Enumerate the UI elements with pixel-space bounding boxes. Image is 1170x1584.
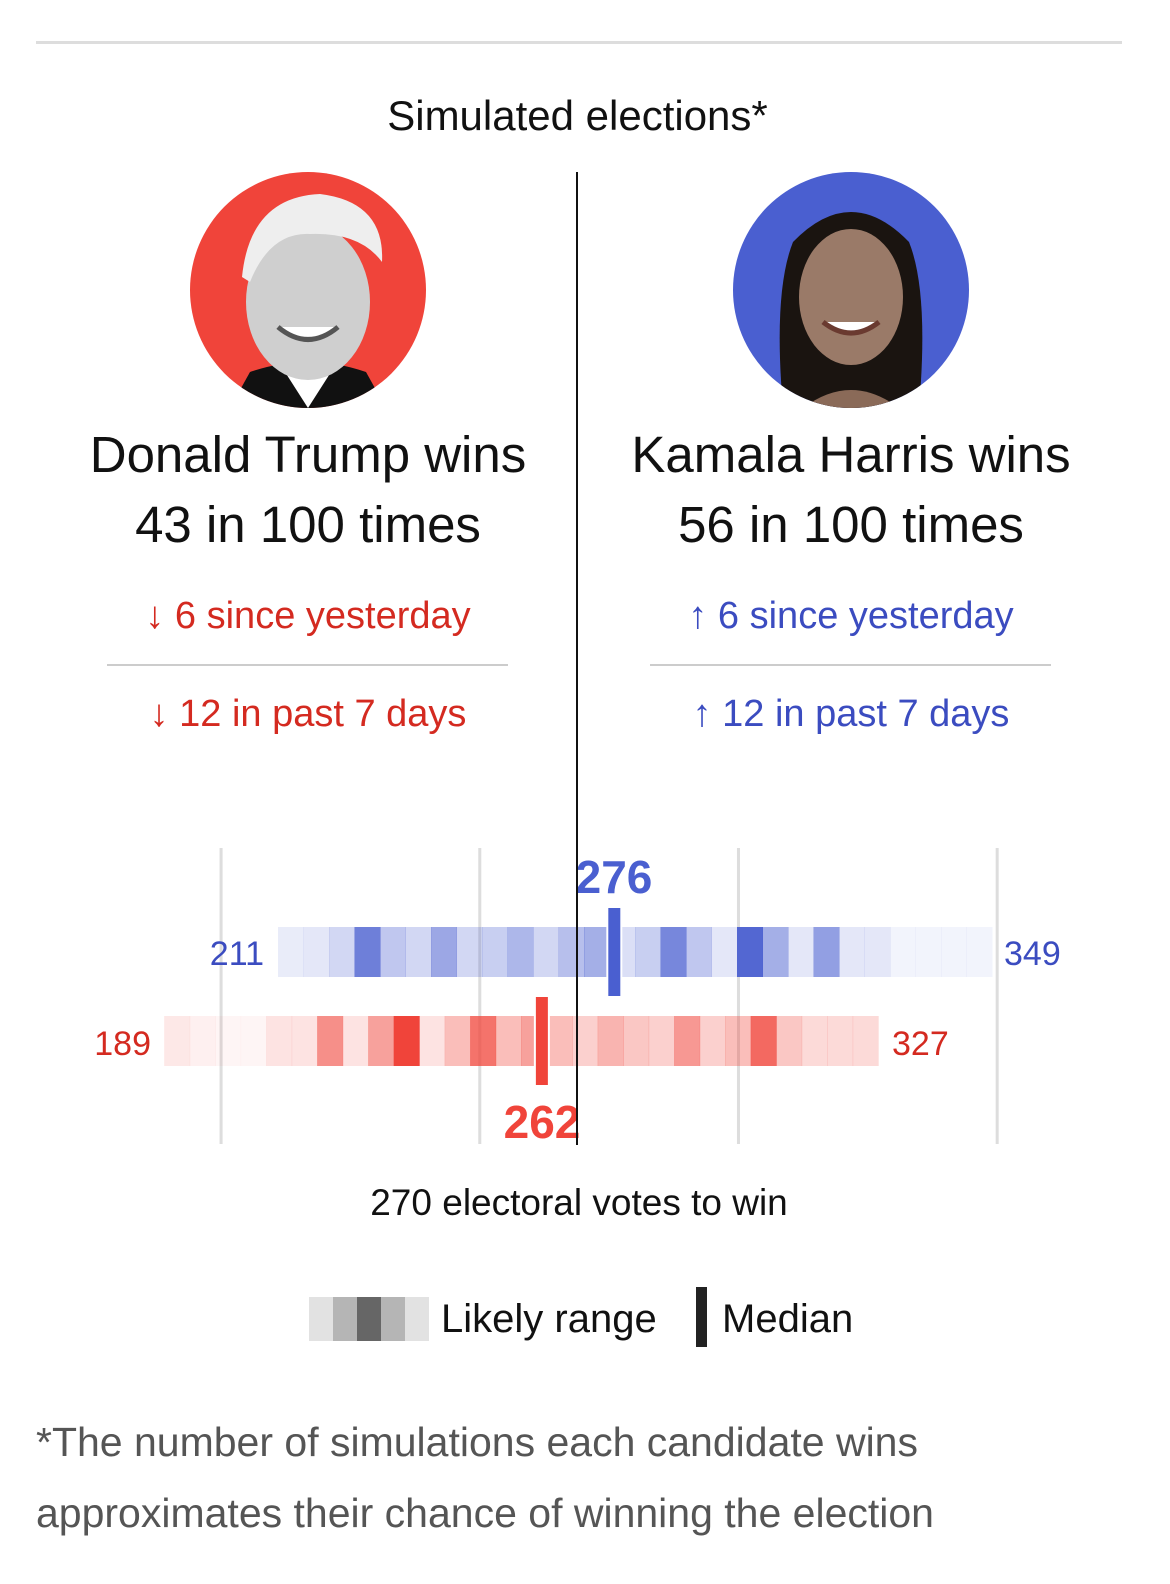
harris-range-cell: [405, 927, 432, 977]
harris-range-cell: [762, 927, 789, 977]
trump-median-label: 262: [504, 1096, 581, 1148]
trump-headline: Donald Trump wins 43 in 100 times: [38, 420, 578, 560]
harris-range-cell: [660, 927, 687, 977]
harris-median-bar: [606, 906, 623, 998]
harris-range-cell: [329, 927, 356, 977]
harris-range-cell: [507, 927, 534, 977]
legend-range-swatch: [309, 1297, 429, 1341]
trump-min-label: 189: [94, 1025, 151, 1063]
harris-range-cell: [431, 927, 458, 977]
harris-range-cell: [737, 927, 764, 977]
trump-range-cell: [827, 1016, 854, 1066]
x-axis-caption: 270 electoral votes to win: [370, 1182, 788, 1223]
harris-divider: [650, 664, 1051, 666]
trump-range-cell: [368, 1016, 395, 1066]
harris-avatar: [733, 172, 969, 408]
page-title: Simulated elections*: [387, 92, 768, 139]
trump-range-cell: [317, 1016, 344, 1066]
trump-range-cell: [240, 1016, 267, 1066]
harris-range-cell: [686, 927, 713, 977]
trump-range-cell: [725, 1016, 752, 1066]
trump-range-cell: [546, 1016, 573, 1066]
harris-range-cell: [966, 927, 993, 977]
harris-range-cell: [635, 927, 662, 977]
arrow-down-icon: ↓: [149, 693, 169, 735]
trump-range-cell: [597, 1016, 624, 1066]
trump-range-cell: [776, 1016, 803, 1066]
arrow-down-icon: ↓: [145, 595, 165, 637]
gridline-250: [478, 848, 482, 1144]
harris-range-cell: [813, 927, 840, 977]
harris-range-cell: [456, 927, 483, 977]
trump-range-cell: [164, 1016, 191, 1066]
gridline-350: [995, 848, 999, 1144]
legend-range-label: Likely range: [441, 1297, 657, 1341]
trump-range-cell: [750, 1016, 777, 1066]
arrow-up-icon: ↑: [692, 693, 712, 735]
harris-min-label: 211: [210, 935, 264, 973]
trump-range-cell: [266, 1016, 293, 1066]
harris-range-cell: [915, 927, 942, 977]
arrow-up-icon: ↑: [688, 595, 708, 637]
trump-change-week: ↓ 12 in past 7 days: [149, 693, 467, 735]
trump-range-cell: [648, 1016, 675, 1066]
harris-range-cell: [839, 927, 866, 977]
harris-range-cell: [303, 927, 330, 977]
harris-change-yesterday: ↑ 6 since yesterday: [688, 595, 1014, 637]
harris-range-cell: [354, 927, 381, 977]
270-threshold-line: [576, 172, 578, 1145]
trump-range-cell: [801, 1016, 828, 1066]
trump-range-cell: [342, 1016, 369, 1066]
legend-median-label: Median: [722, 1297, 854, 1341]
gridline-200: [219, 848, 223, 1144]
gridline-300: [736, 848, 740, 1144]
trump-range-cell: [444, 1016, 471, 1066]
harris-headline: Kamala Harris wins 56 in 100 times: [581, 420, 1121, 560]
trump-name-line: Donald Trump wins: [89, 426, 527, 483]
top-divider: [36, 41, 1122, 44]
harris-range-cell: [278, 927, 305, 977]
harris-range-cell: [533, 927, 560, 977]
harris-range-cell: [788, 927, 815, 977]
harris-change-week: ↑ 12 in past 7 days: [692, 693, 1010, 735]
trump-range-cell: [699, 1016, 726, 1066]
trump-range-cell: [393, 1016, 420, 1066]
harris-name-line: Kamala Harris wins: [631, 426, 1071, 483]
harris-range-cell: [482, 927, 509, 977]
trump-range-cell: [419, 1016, 446, 1066]
footnote: *The number of simulations each candidat…: [36, 1419, 934, 1536]
harris-max-label: 349: [1004, 935, 1061, 973]
legend-median-swatch: [696, 1287, 707, 1347]
harris-range-cell: [711, 927, 738, 977]
trump-range-cell: [215, 1016, 242, 1066]
trump-divider: [107, 664, 508, 666]
harris-range-cell: [941, 927, 968, 977]
trump-odds: 43 in 100 times: [135, 496, 481, 553]
trump-range-cell: [623, 1016, 650, 1066]
trump-avatar: [190, 172, 426, 408]
trump-max-label: 327: [892, 1025, 949, 1063]
trump-median-bar: [533, 995, 550, 1087]
harris-range-cell: [558, 927, 585, 977]
harris-range-cell: [380, 927, 407, 977]
trump-range-cell: [189, 1016, 216, 1066]
harris-range-cell: [584, 927, 611, 977]
trump-change-yesterday: ↓ 6 since yesterday: [145, 595, 471, 637]
harris-odds: 56 in 100 times: [678, 496, 1024, 553]
harris-range-cell: [890, 927, 917, 977]
trump-range-cell: [470, 1016, 497, 1066]
trump-range-cell: [291, 1016, 318, 1066]
trump-range-cell: [674, 1016, 701, 1066]
trump-range-cell: [495, 1016, 522, 1066]
harris-range-cell: [864, 927, 891, 977]
trump-range-cell: [852, 1016, 879, 1066]
harris-median-label: 276: [576, 851, 653, 903]
